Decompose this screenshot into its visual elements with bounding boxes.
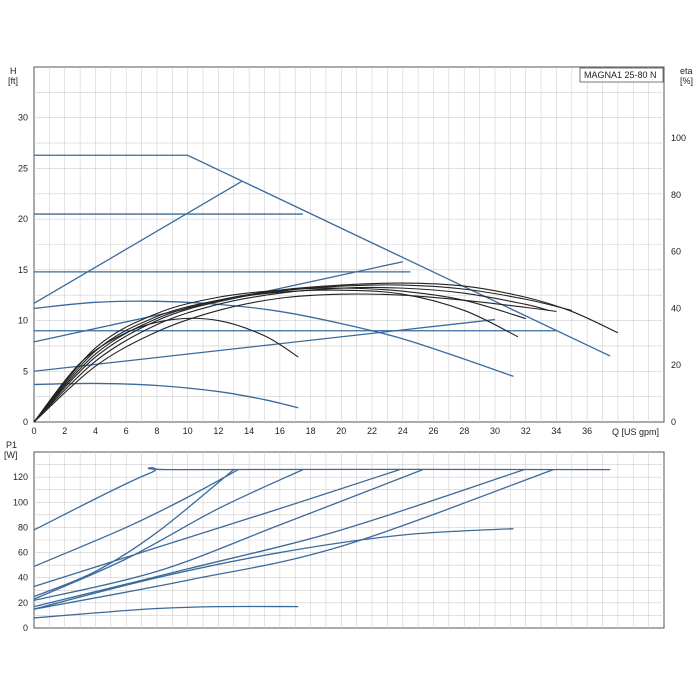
h-tick-label: 15 bbox=[18, 265, 28, 275]
head-series-line-14 bbox=[33, 286, 549, 423]
x-tick-label: 14 bbox=[244, 426, 254, 436]
x-tick-label: 10 bbox=[183, 426, 193, 436]
h-tick-label: 20 bbox=[18, 214, 28, 224]
top-panel: 0 2 4 6 8 10 12 14 16 18 20 22 24 26 28 30 32 34 36 051015… bbox=[8, 66, 693, 437]
x-tick-label: 8 bbox=[154, 426, 159, 436]
p1-tick-label: 80 bbox=[18, 522, 28, 532]
head-series-line-16 bbox=[33, 287, 526, 423]
top-x-tick-labels: 0 2 4 6 8 10 12 14 16 18 20 22 24 26 28 30 32 34 36 bbox=[31, 426, 592, 436]
x-tick-label: 18 bbox=[306, 426, 316, 436]
h-axis-unit: [ft] bbox=[8, 76, 18, 86]
x-tick-label: 6 bbox=[124, 426, 129, 436]
power-series-line-3 bbox=[33, 469, 304, 600]
power-series-line-10 bbox=[33, 605, 299, 619]
p1-tick-label: 100 bbox=[13, 497, 28, 507]
bottom-panel: 0 20 40 60 80 100 120 P1 [W] bbox=[4, 440, 665, 633]
x-tick-label: 22 bbox=[367, 426, 377, 436]
head-series-line-9 bbox=[33, 382, 299, 409]
eta-tick-label: 40 bbox=[671, 303, 681, 313]
model-label-box bbox=[579, 67, 664, 83]
x-tick-label: 4 bbox=[93, 426, 98, 436]
h-tick-label: 10 bbox=[18, 316, 28, 326]
x-tick-label: 32 bbox=[521, 426, 531, 436]
q-axis-label: Q [US gpm] bbox=[612, 427, 659, 437]
power-series-line-6 bbox=[33, 468, 423, 601]
head-series-line-5 bbox=[33, 181, 242, 304]
top-y2-tick-labels: 0 20 40 60 80 100 bbox=[671, 133, 686, 427]
power-series-line-2 bbox=[33, 469, 239, 567]
eta-axis-label: eta bbox=[680, 66, 693, 76]
h-axis-label: H bbox=[10, 66, 17, 76]
x-tick-label: 20 bbox=[336, 426, 346, 436]
x-tick-label: 0 bbox=[31, 426, 36, 436]
x-tick-label: 36 bbox=[582, 426, 592, 436]
p1-tick-label: 120 bbox=[13, 472, 28, 482]
x-tick-label: 26 bbox=[429, 426, 439, 436]
power-series-line-4 bbox=[33, 469, 235, 598]
eta-tick-label: 60 bbox=[671, 247, 681, 257]
power-series-line-8 bbox=[33, 468, 554, 610]
p1-tick-label: 20 bbox=[18, 598, 28, 608]
top-grid bbox=[34, 67, 664, 422]
head-series-line-13 bbox=[33, 293, 557, 423]
power-series-line-9 bbox=[33, 528, 514, 610]
p1-tick-label: 0 bbox=[23, 623, 28, 633]
h-tick-label: 5 bbox=[23, 366, 28, 376]
p1-tick-label: 40 bbox=[18, 573, 28, 583]
x-tick-label: 28 bbox=[459, 426, 469, 436]
head-series-line-8 bbox=[33, 300, 514, 377]
head-series-line-1 bbox=[34, 154, 611, 357]
power-series-line-7 bbox=[33, 468, 525, 608]
eta-tick-label: 100 bbox=[671, 133, 686, 143]
top-y-tick-labels: 0 5 10 15 20 25 30 bbox=[18, 113, 28, 427]
bottom-series-group bbox=[33, 467, 611, 619]
bottom-grid bbox=[34, 452, 664, 628]
eta-tick-label: 20 bbox=[671, 360, 681, 370]
x-tick-label: 34 bbox=[551, 426, 561, 436]
x-tick-label: 30 bbox=[490, 426, 500, 436]
eta-tick-label: 0 bbox=[671, 417, 676, 427]
x-tick-label: 12 bbox=[213, 426, 223, 436]
p1-tick-label: 60 bbox=[18, 548, 28, 558]
top-series-group bbox=[33, 154, 619, 423]
power-series-line-1 bbox=[33, 467, 611, 531]
x-tick-label: 24 bbox=[398, 426, 408, 436]
h-tick-label: 30 bbox=[18, 113, 28, 123]
head-series-line-7 bbox=[33, 318, 496, 372]
h-tick-label: 25 bbox=[18, 163, 28, 173]
h-tick-label: 0 bbox=[23, 417, 28, 427]
model-label: MAGNA1 25-80 N bbox=[584, 70, 657, 80]
bottom-y-tick-labels: 0 20 40 60 80 100 120 bbox=[13, 472, 28, 633]
p1-axis-unit: [W] bbox=[4, 450, 18, 460]
p1-axis-label: P1 bbox=[6, 440, 17, 450]
x-tick-label: 16 bbox=[275, 426, 285, 436]
eta-axis-unit: [%] bbox=[680, 76, 693, 86]
x-tick-label: 2 bbox=[62, 426, 67, 436]
power-series-line-5 bbox=[33, 468, 400, 588]
eta-tick-label: 80 bbox=[671, 190, 681, 200]
